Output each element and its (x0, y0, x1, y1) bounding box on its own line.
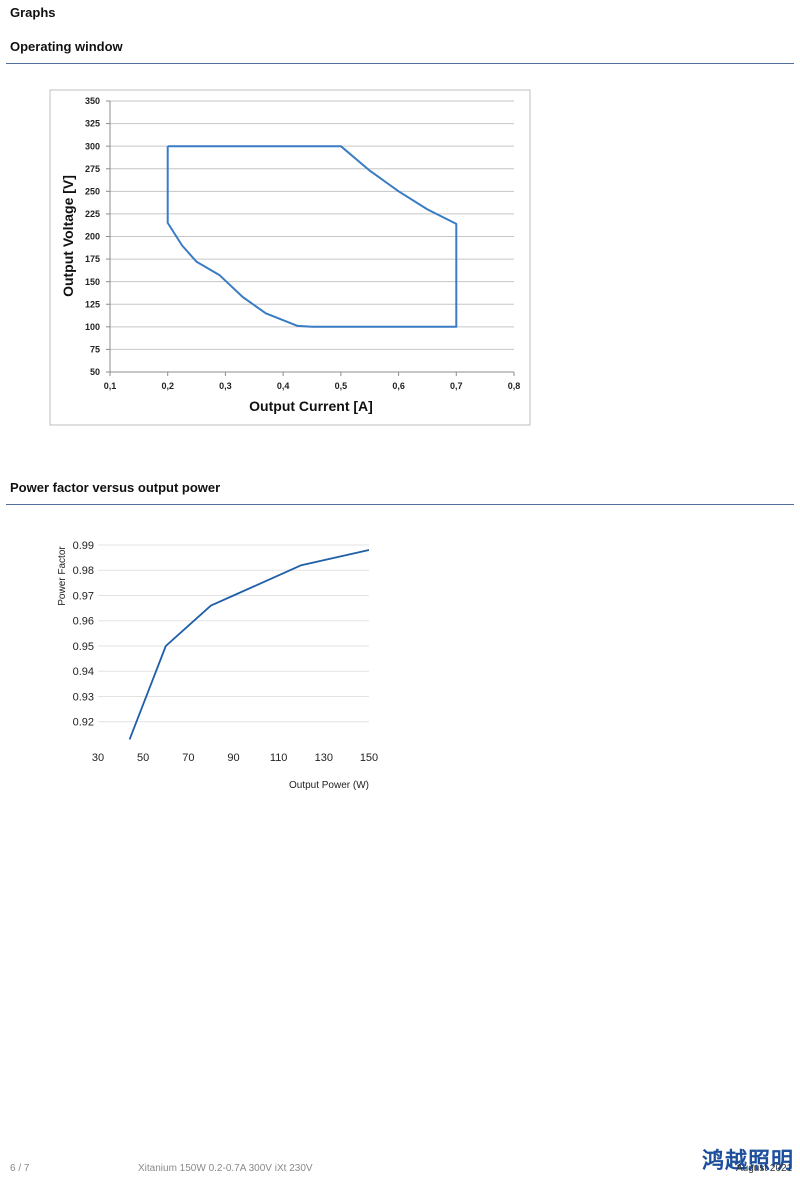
y-axis-label: Output Voltage [V] (60, 175, 76, 297)
y-tick-label: 0.93 (73, 691, 94, 703)
y-tick-label: 0.92 (73, 717, 94, 729)
x-tick-label: 0,1 (104, 381, 117, 391)
series-line (128, 549, 370, 740)
power-factor-chart: 0.92 0.93 0.94 0.95 0.96 0.97 0.98 0.99 30 50 70 90… (57, 540, 378, 791)
x-tick-label: 0,5 (335, 381, 348, 391)
y-tick-label: 0.96 (73, 616, 94, 628)
operating-window-chart: 50 75 100 125 150 175 200 225 250 275 300 325 350 0,1… (49, 89, 531, 426)
y-tick-label: 175 (85, 254, 100, 264)
x-axis-label: Output Current [A] (249, 398, 373, 414)
y-tick-label: 75 (90, 345, 100, 355)
y-axis-label: Power Factor (57, 546, 68, 606)
brand-watermark: 鸿越照明 (702, 1149, 795, 1174)
x-tick-label: 0,4 (277, 381, 290, 391)
y-tick-label: 50 (90, 367, 100, 377)
x-tick-label: 0,3 (219, 381, 232, 391)
x-tick-label: 50 (137, 752, 149, 764)
x-tick-label: 70 (182, 752, 194, 764)
document-date: August 2021 (736, 1163, 793, 1174)
y-tick-label: 300 (85, 141, 100, 151)
x-tick-label: 0,7 (450, 381, 463, 391)
x-axis-label: Output Power (W) (289, 780, 369, 791)
y-tick-label: 0.94 (73, 666, 94, 678)
y-tick-label: 0.99 (73, 540, 94, 552)
y-tick-label: 150 (85, 277, 100, 287)
y-tick-label: 200 (85, 232, 100, 242)
y-tick-label: 0.95 (73, 641, 94, 653)
x-tick-label: 0,6 (392, 381, 405, 391)
page-number: 6 / 7 (10, 1163, 30, 1174)
x-tick-label: 0,2 (161, 381, 174, 391)
x-tick-label: 30 (92, 752, 104, 764)
x-tick-label: 150 (360, 752, 378, 764)
y-tick-label: 275 (85, 164, 100, 174)
y-tick-label: 0.98 (73, 565, 94, 577)
y-tick-label: 250 (85, 186, 100, 196)
x-tick-label: 0,8 (508, 381, 521, 391)
section-divider (6, 63, 794, 64)
y-tick-label: 350 (85, 96, 100, 106)
section-divider (6, 504, 794, 505)
y-tick-label: 225 (85, 209, 100, 219)
product-name: Xitanium 150W 0.2-0.7A 300V iXt 230V (138, 1163, 313, 1174)
power-factor-title: Power factor versus output power (10, 480, 221, 495)
x-tick-label: 90 (227, 752, 239, 764)
y-tick-label: 100 (85, 322, 100, 332)
y-tick-label: 125 (85, 299, 100, 309)
y-tick-label: 0.97 (73, 590, 94, 602)
series-line (166, 145, 458, 328)
operating-window-title: Operating window (10, 39, 123, 54)
x-tick-label: 130 (315, 752, 333, 764)
y-tick-label: 325 (85, 119, 100, 129)
x-tick-label: 110 (270, 752, 288, 764)
graphs-title: Graphs (10, 5, 56, 20)
